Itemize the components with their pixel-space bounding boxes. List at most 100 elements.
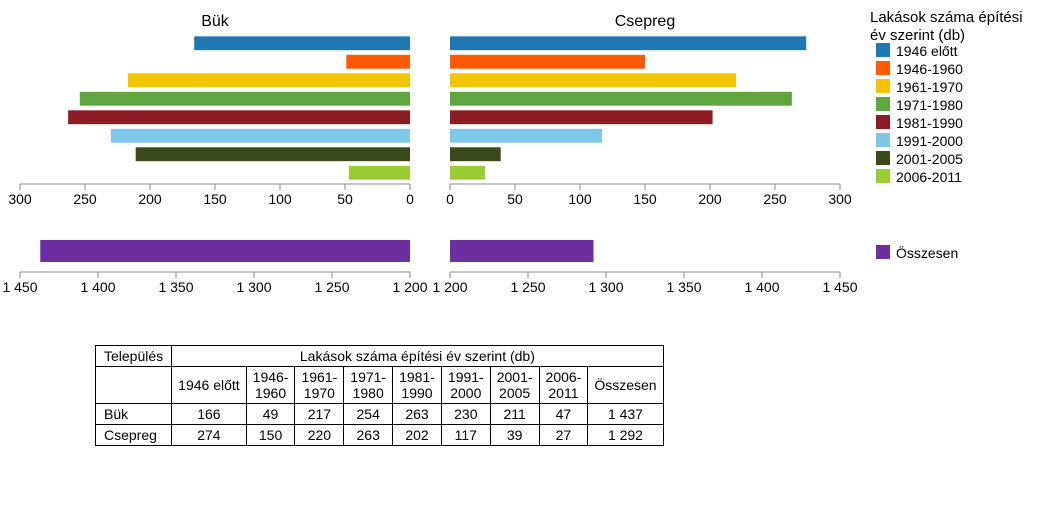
- table-header: 1961-1970: [295, 367, 344, 404]
- bar: [450, 147, 501, 161]
- axis-tick-label: 1 400: [744, 279, 779, 295]
- legend-label: 1971-1980: [896, 97, 963, 113]
- axis-tick-label: 1 450: [2, 279, 37, 295]
- table-cell: 220: [295, 425, 344, 446]
- table-cell: 211: [490, 404, 539, 425]
- legend-swatch: [876, 133, 890, 147]
- table-header: 1971-1980: [344, 367, 393, 404]
- bar: [450, 129, 602, 143]
- axis-tick-label: 1 300: [236, 279, 271, 295]
- bar: [349, 166, 410, 180]
- table-row: Csepreg27415022026320211739271 292: [96, 425, 664, 446]
- axis-tick-label: 150: [633, 191, 657, 207]
- axis-tick-label: 250: [763, 191, 787, 207]
- axis-tick-label: 1 300: [588, 279, 623, 295]
- table-header: Összesen: [588, 367, 663, 404]
- table-header: 1946-1960: [246, 367, 295, 404]
- table-cell: 150: [246, 425, 295, 446]
- axis-tick-label: 50: [507, 191, 523, 207]
- axis-tick-label: 1 450: [822, 279, 857, 295]
- table-cell: 1 437: [588, 404, 663, 425]
- legend-swatch: [876, 245, 890, 259]
- table-header: Település: [96, 346, 172, 367]
- table-cell: 27: [539, 425, 588, 446]
- table-cell: 274: [172, 425, 247, 446]
- bar: [194, 36, 410, 50]
- axis-tick-label: 1 350: [666, 279, 701, 295]
- legend-swatch: [876, 151, 890, 165]
- total-bar: [40, 240, 410, 262]
- legend-label: 1981-1990: [896, 115, 963, 131]
- axis-tick-label: 1 250: [314, 279, 349, 295]
- axis-tick-label: 50: [337, 191, 353, 207]
- table-cell: Csepreg: [96, 425, 172, 446]
- table-header: 2006-2011: [539, 367, 588, 404]
- axis-tick-label: 0: [406, 191, 414, 207]
- axis-tick-label: 300: [828, 191, 852, 207]
- legend-label: 1991-2000: [896, 133, 963, 149]
- data-table: TelepülésLakások száma építési év szerin…: [95, 345, 664, 446]
- table-cell: 49: [246, 404, 295, 425]
- table-cell: 263: [344, 425, 393, 446]
- bar: [450, 73, 736, 87]
- table-row: Bük16649217254263230211471 437: [96, 404, 664, 425]
- axis-tick-label: 200: [698, 191, 722, 207]
- table-cell: 217: [295, 404, 344, 425]
- axis-tick-label: 0: [446, 191, 454, 207]
- table-header: 2001-2005: [490, 367, 539, 404]
- axis-tick-label: 1 350: [158, 279, 193, 295]
- table-cell: 202: [393, 425, 442, 446]
- data-table-wrap: TelepülésLakások száma építési év szerin…: [95, 345, 664, 446]
- table-cell: 166: [172, 404, 247, 425]
- legend-title: Lakások száma építési: [870, 9, 1023, 26]
- table-header: 1946 előtt: [172, 367, 247, 404]
- axis-tick-label: 1 200: [392, 279, 427, 295]
- axis-tick-label: 100: [268, 191, 292, 207]
- bar: [450, 92, 792, 106]
- legend-swatch: [876, 169, 890, 183]
- table-header: 1981-1990: [393, 367, 442, 404]
- legend-label: 1946 előtt: [896, 43, 958, 59]
- table-cell: 230: [441, 404, 490, 425]
- table-cell: Bük: [96, 404, 172, 425]
- chart-svg: Bük 0 50 100 150 200 250 300 Csepreg 0 50 100 150 200…: [0, 0, 1063, 330]
- legend-swatch: [876, 115, 890, 129]
- bar: [111, 129, 410, 143]
- bar: [136, 147, 410, 161]
- table-header: [96, 367, 172, 404]
- axis-tick-label: 100: [568, 191, 592, 207]
- axis-tick-label: 250: [73, 191, 97, 207]
- bar: [346, 55, 410, 69]
- bar: [128, 73, 410, 87]
- table-header: Lakások száma építési év szerint (db): [172, 346, 663, 367]
- legend-label: Összesen: [896, 244, 958, 261]
- axis-tick-label: 150: [203, 191, 227, 207]
- legend-swatch: [876, 97, 890, 111]
- legend-swatch: [876, 79, 890, 93]
- bar: [450, 36, 806, 50]
- panel-title: Bük: [201, 13, 230, 30]
- legend-title: év szerint (db): [870, 27, 965, 44]
- axis-tick-label: 200: [138, 191, 162, 207]
- table-cell: 1 292: [588, 425, 663, 446]
- table-cell: 117: [441, 425, 490, 446]
- bar: [68, 110, 410, 124]
- bar: [450, 110, 713, 124]
- legend-label: 2006-2011: [896, 169, 962, 185]
- bar: [450, 55, 645, 69]
- legend-label: 1946-1960: [896, 61, 963, 77]
- total-bar: [450, 240, 594, 262]
- axis-tick-label: 1 250: [510, 279, 545, 295]
- axis-tick-label: 1 200: [432, 279, 467, 295]
- legend-swatch: [876, 43, 890, 57]
- axis-tick-label: 300: [8, 191, 32, 207]
- legend-label: 2001-2005: [896, 151, 963, 167]
- table-header: 1991-2000: [441, 367, 490, 404]
- table-cell: 254: [344, 404, 393, 425]
- table-cell: 263: [393, 404, 442, 425]
- panel-title: Csepreg: [615, 13, 675, 30]
- table-cell: 47: [539, 404, 588, 425]
- bar: [450, 166, 485, 180]
- table-cell: 39: [490, 425, 539, 446]
- bar: [80, 92, 410, 106]
